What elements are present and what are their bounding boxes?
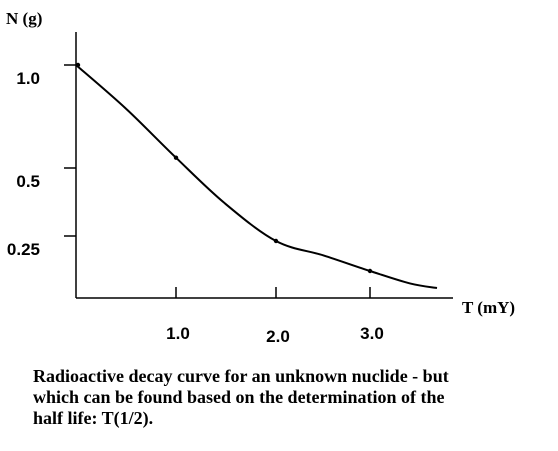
caption-line-1: Radioactive decay curve for an unknown n… xyxy=(33,366,449,386)
data-point xyxy=(273,238,279,244)
x-tick-label: 1.0 xyxy=(166,324,190,343)
data-point xyxy=(367,268,373,274)
y-axis-title: N (g) xyxy=(6,9,42,28)
decay-curve xyxy=(75,64,438,289)
y-tick-label: 0.5 xyxy=(16,172,40,191)
data-point xyxy=(173,155,179,160)
caption-line-2: which can be found based on the determin… xyxy=(33,387,445,407)
x-tick-label: 3.0 xyxy=(360,324,384,343)
y-tick-label: 0.25 xyxy=(7,240,40,259)
figure-caption: Radioactive decay curve for an unknown n… xyxy=(33,366,543,429)
caption-line-3: half life: T(1/2). xyxy=(33,408,154,428)
x-axis-title: T (mY) xyxy=(462,298,515,317)
x-tick-label: 2.0 xyxy=(266,327,290,346)
data-point xyxy=(75,62,81,68)
y-tick-label: 1.0 xyxy=(16,69,40,88)
